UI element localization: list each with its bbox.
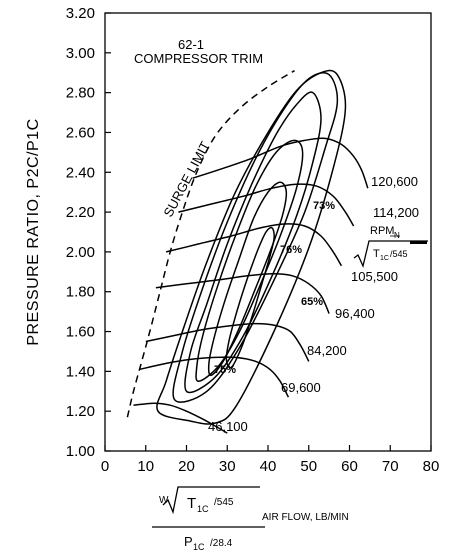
x-title-t: T [187, 495, 196, 512]
speed-line-label: 46,100 [208, 419, 248, 434]
x-axis-ticks: 0 10 20 30 40 50 60 70 80 [101, 445, 440, 475]
speed-label-t-den: /545 [390, 249, 408, 259]
speed-line [133, 402, 228, 434]
x-tick-label: 10 [137, 458, 154, 475]
efficiency-label: 76% [280, 244, 302, 256]
speed-line-label: 105,500 [351, 269, 398, 284]
efficiency-island [195, 139, 304, 383]
x-title-suffix: AIR FLOW, LB/MIN [262, 512, 349, 523]
speed-line [155, 273, 330, 314]
x-tick-label: 40 [260, 458, 277, 475]
x-axis-title: W T 1C /545 AIR FLOW, LB/MIN P 1C /28.4 [152, 486, 349, 552]
x-tick-label: 0 [101, 458, 109, 475]
speed-line-label: 69,600 [281, 380, 321, 395]
speed-label: RPM N T 1C /545 [353, 225, 428, 268]
speed-line-label: 96,400 [335, 306, 375, 321]
y-tick-label: 1.00 [66, 443, 95, 460]
x-tick-label: 30 [219, 458, 236, 475]
x-tick-label: 80 [423, 458, 440, 475]
speed-line [192, 137, 369, 189]
y-tick-label: 1.80 [66, 284, 95, 301]
y-tick-label: 2.00 [66, 244, 95, 261]
x-title-p-sub: 1C [193, 542, 205, 552]
efficiency-island [225, 226, 275, 369]
y-tick-label: 2.80 [66, 85, 95, 102]
speed-label-rpm: RPM [370, 225, 394, 237]
surge-limit-label: SURGE LIMIT [160, 139, 212, 219]
curve-labels: 46,100 69,600 84,200 96,400 105,500 114,200 12… [208, 174, 419, 434]
surge-limit-line [126, 70, 295, 418]
efficiency-label: 73% [313, 200, 335, 212]
y-axis-ticks: 1.00 1.20 1.40 1.60 1.80 2.00 2.20 2.40 2.60 2.80… [66, 5, 111, 460]
y-axis-title: PRESSURE RATIO, P2C/P1C [25, 118, 42, 345]
speed-line-label: 114,200 [373, 205, 419, 220]
x-title-p-den: /28.4 [210, 538, 233, 549]
y-tick-label: 1.60 [66, 324, 95, 341]
x-tick-label: 60 [341, 458, 358, 475]
speed-line-label: 120,600 [371, 174, 418, 189]
efficiency-island [184, 91, 322, 394]
chart-title: 62-1 [178, 37, 204, 52]
x-title-t-den: /545 [214, 497, 234, 508]
efficiency-label: 75% [214, 364, 236, 376]
speed-line [139, 356, 290, 398]
x-tick-label: 50 [300, 458, 317, 475]
speed-line-label: 84,200 [307, 343, 347, 358]
speed-line [145, 322, 310, 362]
efficiency-island [156, 69, 347, 425]
speed-line [178, 183, 355, 227]
x-title-w: W [159, 495, 169, 506]
speed-line [165, 223, 343, 267]
y-tick-label: 2.60 [66, 124, 95, 141]
y-tick-label: 3.00 [66, 45, 95, 62]
chart-subtitle: COMPRESSOR TRIM [134, 51, 263, 66]
x-tick-label: 20 [178, 458, 195, 475]
surge-limit-group [126, 70, 295, 418]
y-tick-label: 1.40 [66, 363, 95, 380]
efficiency-label: 65% [301, 296, 323, 308]
y-tick-label: 2.40 [66, 164, 95, 181]
speed-label-bar [410, 241, 427, 244]
speed-lines [133, 137, 369, 434]
x-title-t-sub: 1C [197, 504, 209, 514]
y-tick-label: 3.20 [66, 5, 95, 22]
speed-label-t: T [373, 248, 380, 260]
x-title-sqrt-sign [162, 486, 260, 515]
speed-label-t-sub: 1C [380, 255, 389, 262]
speed-label-sqrt-sign [353, 240, 428, 268]
y-tick-label: 1.20 [66, 403, 95, 420]
efficiency-islands [156, 69, 347, 425]
y-tick-label: 2.20 [66, 204, 95, 221]
efficiency-island [172, 71, 339, 403]
speed-label-n: N [394, 231, 400, 240]
x-tick-label: 70 [382, 458, 399, 475]
x-title-p: P [184, 534, 193, 549]
